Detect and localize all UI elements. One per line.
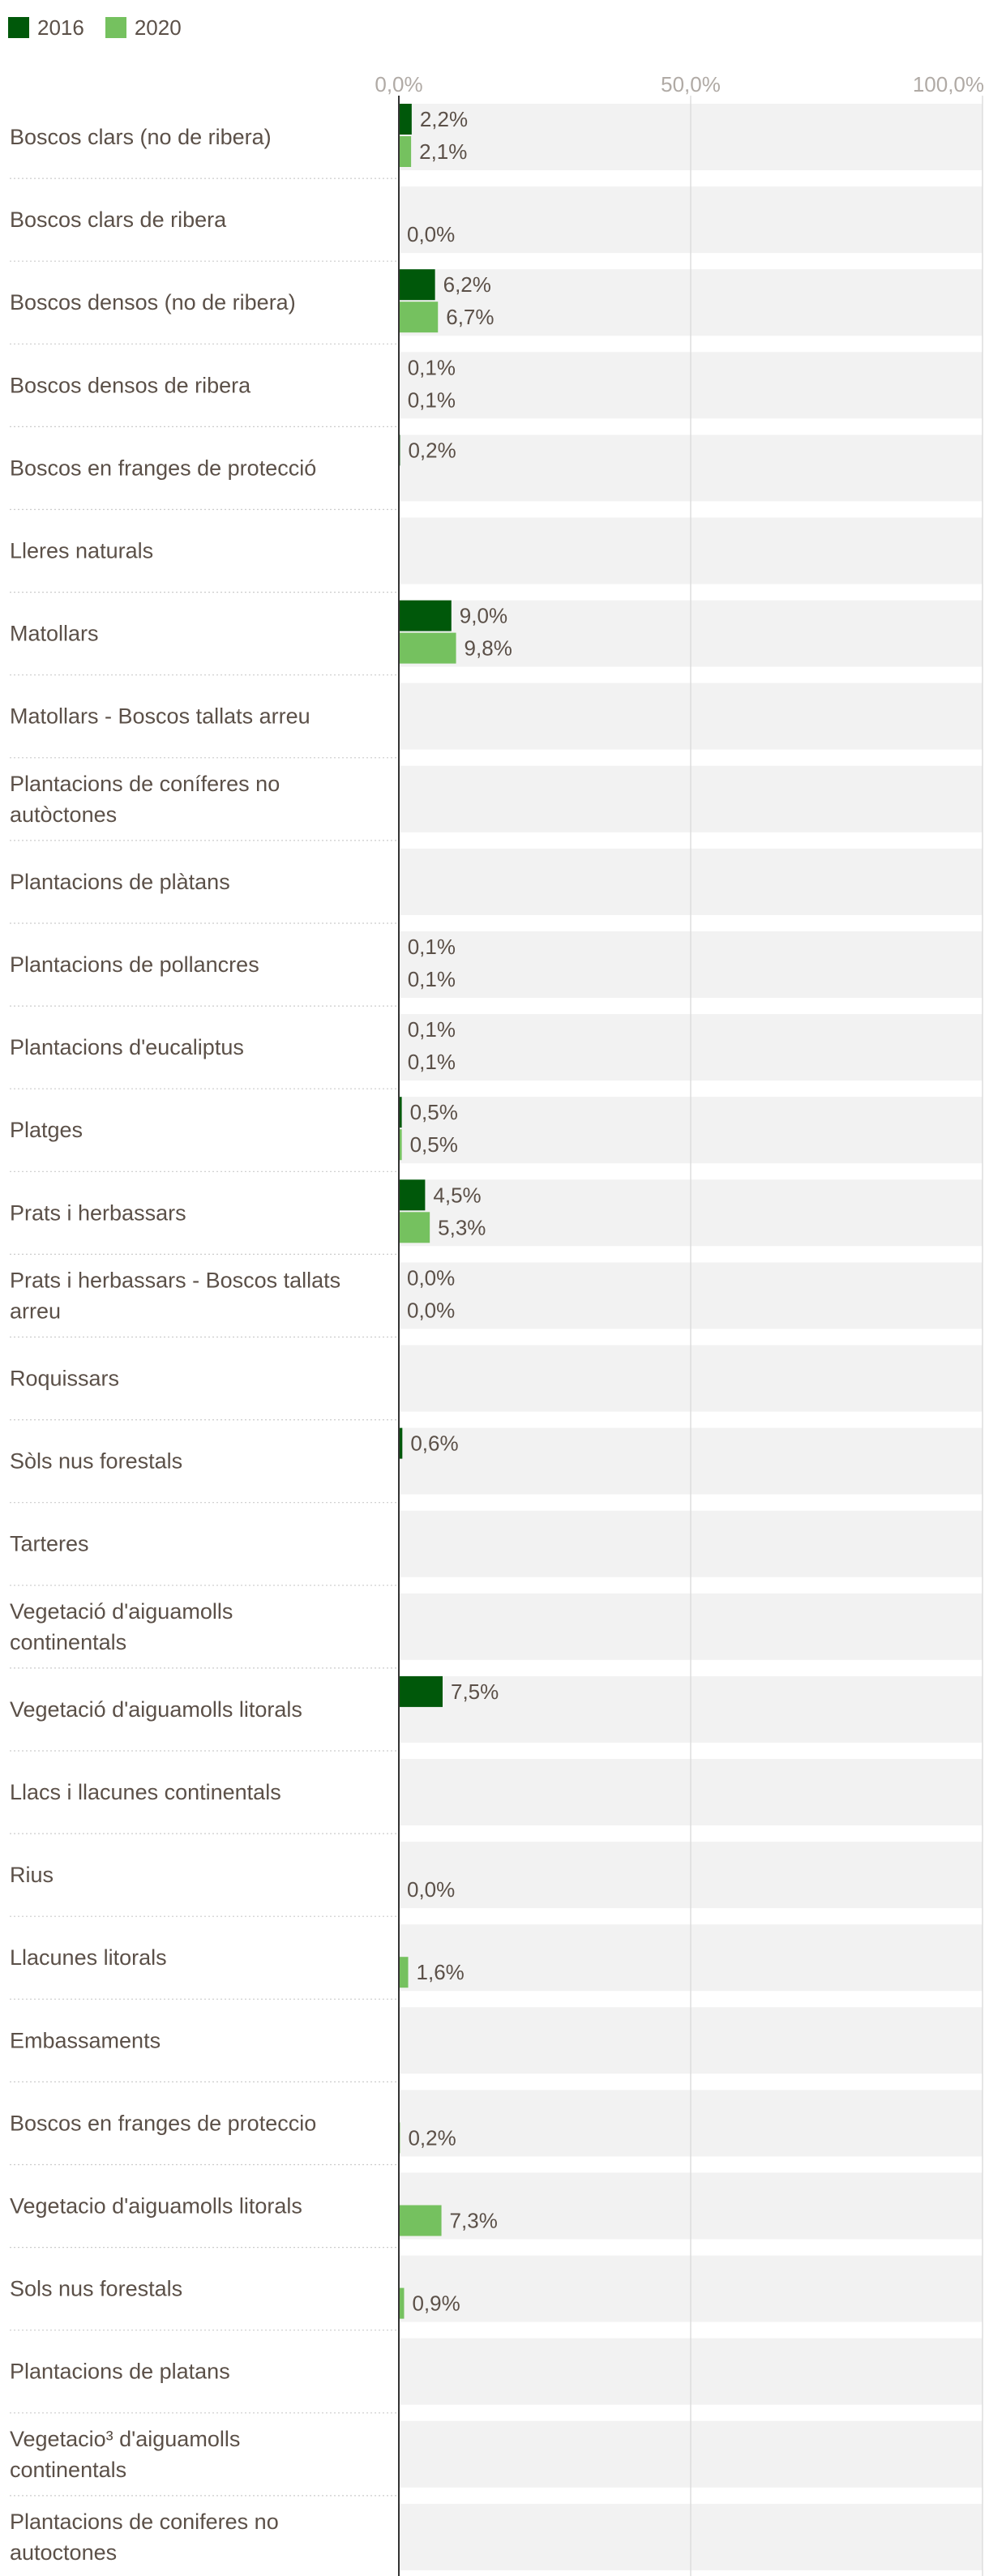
- category-label: Rius: [10, 1863, 54, 1887]
- category-label: Boscos clars de ribera: [10, 208, 227, 232]
- category-label: Platges: [10, 1118, 83, 1142]
- category-label: Plantacions de coniferes no autoctones: [10, 2510, 279, 2565]
- category-label: Matollars - Boscos tallats arreu: [10, 704, 310, 729]
- value-label-2016: 4,5%: [433, 1183, 481, 1207]
- category-label: Matollars: [10, 622, 99, 646]
- value-label-2016: 0,5%: [410, 1100, 458, 1124]
- category-label: Boscos densos de ribera: [10, 373, 251, 397]
- value-label-2016: 9,0%: [460, 604, 507, 628]
- bar-2016: [399, 1097, 402, 1128]
- legend-swatch-2016: [8, 17, 29, 38]
- value-label-2020: 5,3%: [438, 1215, 486, 1239]
- bar-2016: [399, 104, 412, 135]
- category-label: Plantacions de plàtans: [10, 870, 230, 894]
- legend-label-2016: 2016: [37, 15, 84, 40]
- legend: 2016 2020: [8, 13, 203, 42]
- x-tick-label: 100,0%: [913, 72, 984, 96]
- category-label: Prats i herbassars - Boscos tallats arreu: [10, 1268, 340, 1323]
- bar-2016: [399, 1675, 443, 1707]
- category-label: Plantacions de coníferes no autòctones: [10, 772, 280, 827]
- category-label: Boscos clars (no de ribera): [10, 125, 272, 149]
- value-label-2016: 0,1%: [408, 355, 456, 379]
- value-label-2020: 0,1%: [408, 1050, 456, 1074]
- value-label-2020: 0,5%: [410, 1132, 458, 1157]
- value-label-2020: 6,7%: [446, 305, 494, 329]
- value-label-2016: 0,2%: [408, 438, 456, 462]
- legend-label-2020: 2020: [134, 15, 182, 40]
- value-label-2016: 0,6%: [410, 1431, 458, 1456]
- bar-2020: [399, 1957, 409, 1988]
- value-label-2020: 1,6%: [417, 1960, 465, 1984]
- bar-2020: [399, 1129, 402, 1161]
- legend-swatch-2020: [105, 17, 126, 38]
- category-label: Vegetació d'aiguamolls continentals: [10, 1599, 233, 1654]
- category-label: Plantacions d'eucaliptus: [10, 1035, 244, 1059]
- bar-2016: [399, 269, 435, 301]
- category-label: Embassaments: [10, 2028, 161, 2052]
- category-label: Vegetació d'aiguamolls litorals: [10, 1697, 302, 1722]
- category-label: Lleres naturals: [10, 539, 153, 563]
- category-label: Llacunes litorals: [10, 1945, 167, 1970]
- value-label-2016: 6,2%: [443, 272, 491, 297]
- x-tick-label: 50,0%: [661, 72, 721, 96]
- bar-2016: [399, 1179, 426, 1211]
- bar-2020: [399, 632, 456, 664]
- category-label: Llacs i llacunes continentals: [10, 1780, 281, 1804]
- value-label-2020: 0,0%: [407, 222, 455, 246]
- bar-2016: [399, 600, 452, 631]
- value-label-2020: 9,8%: [465, 636, 512, 661]
- value-label-2020: 0,1%: [408, 967, 456, 991]
- value-label-2016: 0,1%: [408, 1017, 456, 1042]
- category-label: Boscos en franges de proteccio: [10, 2111, 316, 2135]
- category-label: Vegetacio d'aiguamolls litorals: [10, 2194, 302, 2219]
- category-label: Boscos densos (no de ribera): [10, 290, 296, 315]
- value-label-2020: 0,0%: [407, 1877, 455, 1902]
- value-label-2016: 2,2%: [420, 107, 468, 131]
- bar-2020: [399, 2205, 442, 2236]
- value-label-2016: 0,1%: [408, 935, 456, 959]
- value-label-2016: 7,5%: [451, 1680, 499, 1704]
- bar-2020: [399, 1212, 430, 1243]
- category-label: Plantacions de platans: [10, 2360, 230, 2384]
- bar-2016: [399, 1427, 403, 1459]
- value-label-2016: 0,0%: [407, 1265, 455, 1290]
- bar-2020: [399, 136, 412, 167]
- legend-item-2016[interactable]: 2016: [8, 15, 84, 41]
- category-label: Roquissars: [10, 1367, 119, 1391]
- category-label: Vegetacio³ d'aiguamolls continentals: [10, 2427, 240, 2482]
- bar-2020: [399, 2287, 405, 2319]
- category-label: Tarteres: [10, 1532, 89, 1556]
- category-label: Prats i herbassars: [10, 1200, 186, 1225]
- legend-item-2020[interactable]: 2020: [105, 15, 182, 41]
- x-tick-label: 0,0%: [375, 72, 422, 96]
- value-label-2020: 0,0%: [407, 1298, 455, 1322]
- value-label-2020: 7,3%: [450, 2209, 498, 2233]
- value-label-2020: 0,2%: [408, 2125, 456, 2150]
- category-label: Sòls nus forestals: [10, 1449, 182, 1474]
- category-label: Boscos en franges de protecció: [10, 456, 316, 480]
- bar-2020: [399, 302, 439, 333]
- value-label-2020: 0,9%: [412, 2291, 460, 2316]
- category-label: Sols nus forestals: [10, 2277, 182, 2301]
- value-label-2020: 0,1%: [408, 387, 456, 412]
- value-label-2020: 2,1%: [419, 139, 467, 164]
- category-label: Plantacions de pollancres: [10, 952, 259, 977]
